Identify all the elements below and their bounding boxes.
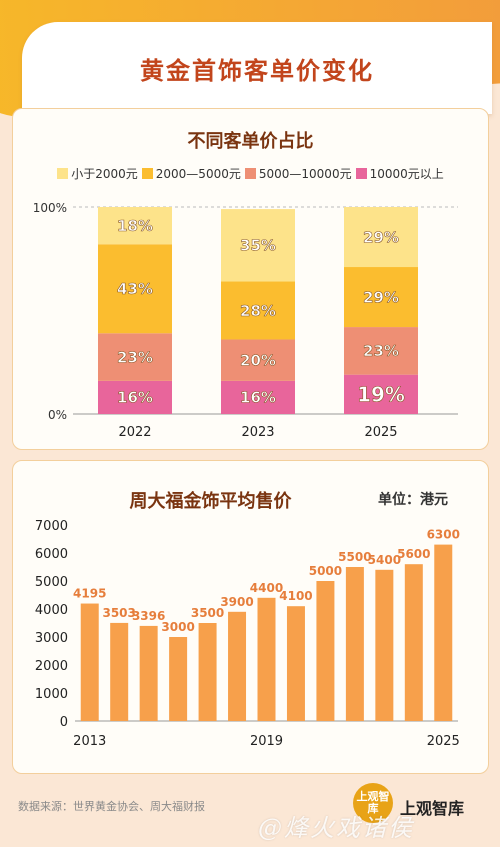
stacked-chart-title: 不同客单价占比 [187, 131, 314, 152]
legend-item: 5000—10000元 [244, 165, 352, 182]
price-bar [404, 564, 423, 721]
y-tick-label: 4000 [35, 603, 68, 618]
legend-item: 10000元以上 [355, 165, 444, 182]
y-tick-label: 1000 [35, 687, 68, 702]
legend-swatch [57, 168, 69, 179]
stack-segment [344, 207, 418, 268]
price-bar [286, 606, 305, 721]
bar-value-label: 6300 [427, 528, 460, 542]
stack-segment [221, 209, 295, 282]
segment-value-label: 23% [117, 348, 153, 366]
bar-value-label: 5400 [368, 553, 401, 567]
y-tick-label: 6000 [35, 547, 68, 562]
x-tick-label: 2019 [250, 734, 283, 749]
stack-segment [344, 267, 418, 328]
y-tick-label: 0 [60, 715, 68, 730]
price-bar [80, 603, 99, 721]
legend-label: 10000元以上 [369, 167, 444, 181]
legend-swatch [355, 168, 367, 179]
bar-value-label: 4400 [250, 581, 283, 595]
data-source: 数据来源：世界黄金协会、周大福财报 [18, 800, 205, 813]
x-tick-label: 2022 [118, 425, 151, 440]
segment-value-label: 29% [363, 228, 399, 246]
stack-segment [221, 281, 295, 340]
bar-value-label: 4100 [279, 589, 312, 603]
legend-label: 小于2000元 [71, 167, 138, 181]
price-bar [434, 544, 453, 721]
watermark: @烽火戏诸侯 [258, 814, 414, 842]
logo-text: 上观智库 [400, 799, 465, 818]
y-tick-label: 100% [33, 201, 67, 215]
legend-swatch [244, 168, 256, 179]
segment-value-label: 19% [357, 382, 405, 406]
legend-swatch [141, 168, 153, 179]
segment-value-label: 29% [363, 288, 399, 306]
y-tick-label: 2000 [35, 659, 68, 674]
legend-item: 2000—5000元 [141, 165, 241, 182]
stack-segment [98, 333, 172, 381]
y-tick-label: 5000 [35, 575, 68, 590]
unit-label: 单位：港元 [378, 492, 448, 508]
legend-item: 小于2000元 [57, 165, 138, 182]
y-tick-label: 3000 [35, 631, 68, 646]
stacked-bar-chart: 100% 0% 16% 23% 43% 18% 2022 16% 20% 28% 35% 2023 19… [33, 201, 458, 440]
stack-segment [98, 244, 172, 334]
logo-badge: 上观智库 [353, 783, 393, 823]
price-bar [345, 567, 364, 721]
price-bar [198, 623, 217, 721]
segment-value-label: 43% [117, 280, 153, 298]
price-bar [139, 625, 158, 721]
segment-value-label: 35% [240, 237, 276, 255]
page-title: 黄金首饰客单价变化 [140, 56, 374, 85]
bar-value-label: 5500 [338, 550, 371, 564]
segment-value-label: 23% [363, 342, 399, 360]
y-tick-label: 7000 [35, 519, 68, 534]
bar-value-label: 3503 [102, 606, 135, 620]
legend-label: 2000—5000元 [155, 167, 241, 181]
segment-value-label: 16% [117, 389, 153, 407]
bar-value-label: 4195 [73, 587, 106, 601]
segment-value-label: 20% [240, 351, 276, 369]
price-bar [375, 569, 394, 721]
price-chart-panel: 周大福金饰平均售价 单位：港元 0 1000 2000 3000 4000 5000 600… [12, 460, 489, 774]
bar-value-label: 3000 [161, 620, 194, 634]
stack-segment [344, 327, 418, 375]
price-bar-chart: 0 1000 2000 3000 4000 5000 6000 7000 4195 2013 350… [35, 519, 460, 749]
x-tick-label: 2013 [73, 734, 106, 749]
segment-value-label: 18% [117, 217, 153, 235]
price-bar [228, 611, 247, 721]
x-tick-label: 2023 [241, 425, 274, 440]
y-tick-label: 0% [48, 408, 67, 422]
bar-value-label: 3900 [220, 595, 253, 609]
title-banner: 黄金首饰客单价变化 [22, 22, 492, 114]
segment-value-label: 16% [240, 389, 276, 407]
bar-value-label: 5000 [309, 564, 342, 578]
stacked-chart-legend: 小于2000元 2000—5000元 5000—10000元 10000元以上 [13, 165, 488, 182]
segment-value-label: 28% [240, 302, 276, 320]
price-bar [316, 581, 335, 721]
legend-label: 5000—10000元 [258, 167, 352, 181]
stack-segment [344, 374, 418, 414]
bar-value-label: 3500 [191, 606, 224, 620]
x-tick-label: 2025 [427, 734, 460, 749]
stack-segment [98, 380, 172, 414]
price-chart-title: 周大福金饰平均售价 [129, 491, 292, 512]
stacked-chart-panel: 不同客单价占比 小于2000元 2000—5000元 5000—10000元 1000… [12, 108, 489, 450]
stack-segment [221, 380, 295, 414]
bar-value-label: 5600 [397, 547, 430, 561]
price-bar [110, 622, 129, 721]
stack-segment [221, 339, 295, 381]
price-bar [257, 597, 276, 721]
stack-segment [98, 207, 172, 245]
x-tick-label: 2025 [364, 425, 397, 440]
price-bar [169, 637, 188, 721]
bar-value-label: 3396 [132, 609, 165, 623]
